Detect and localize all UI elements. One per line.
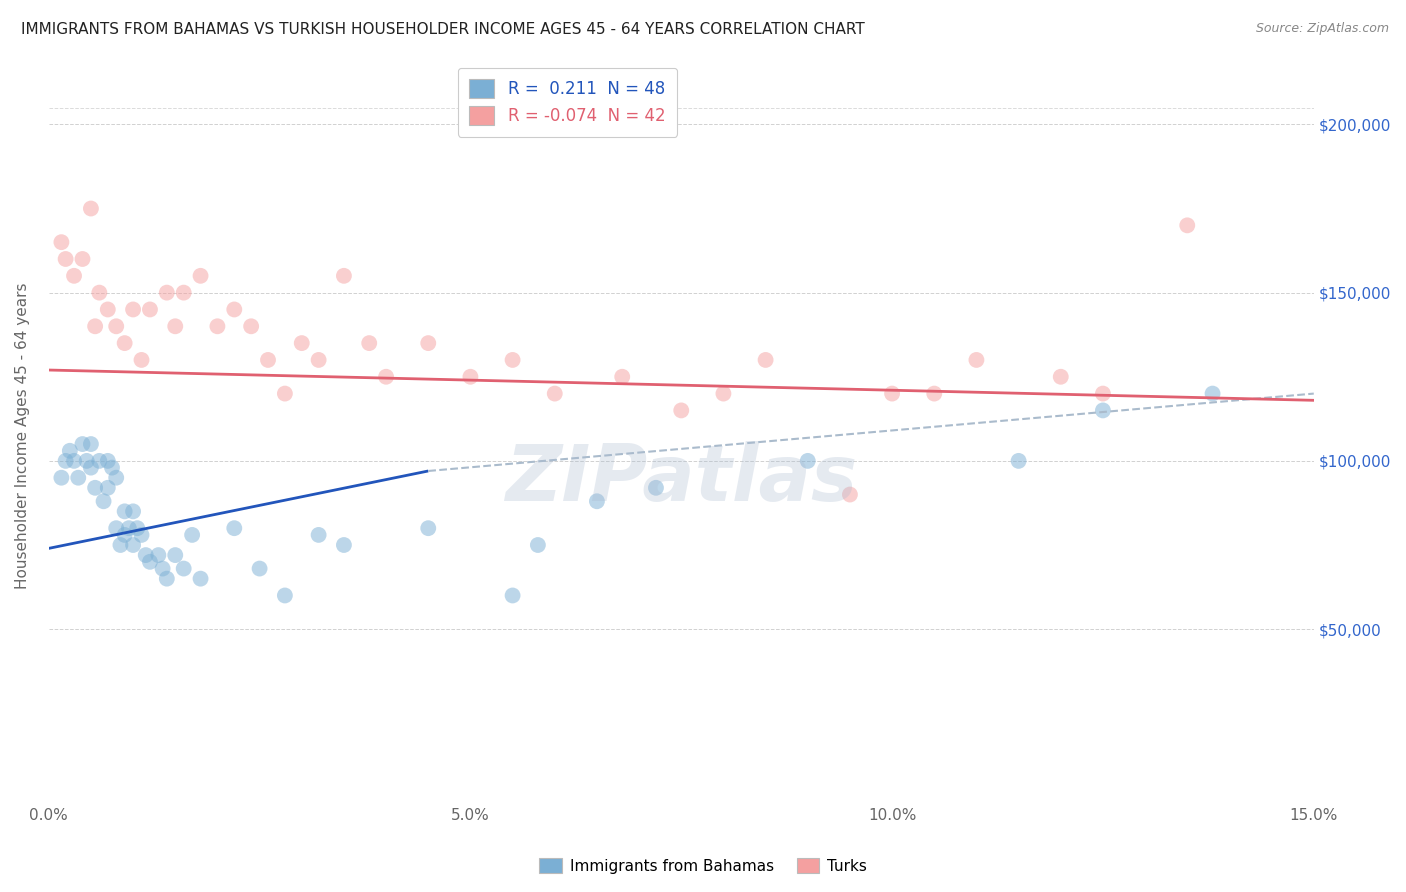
Point	[291, 336, 314, 351]
Point	[645, 481, 668, 495]
Point	[1091, 386, 1114, 401]
Y-axis label: Householder Income Ages 45 - 64 years: Householder Income Ages 45 - 64 years	[15, 283, 30, 589]
Point	[156, 285, 179, 300]
Point	[240, 319, 263, 334]
Point	[84, 481, 107, 495]
Point	[502, 589, 524, 603]
Point	[67, 471, 90, 485]
Point	[224, 521, 246, 535]
Point	[671, 403, 693, 417]
Legend: Immigrants from Bahamas, Turks: Immigrants from Bahamas, Turks	[533, 852, 873, 880]
Point	[63, 454, 86, 468]
Point	[152, 561, 174, 575]
Point	[131, 528, 153, 542]
Point	[922, 386, 945, 401]
Point	[97, 481, 120, 495]
Point	[308, 528, 330, 542]
Point	[257, 353, 280, 368]
Point	[72, 252, 94, 266]
Point	[139, 302, 162, 317]
Point	[797, 454, 820, 468]
Point	[1091, 403, 1114, 417]
Point	[118, 521, 141, 535]
Point	[190, 572, 212, 586]
Point	[249, 561, 271, 575]
Point	[544, 386, 567, 401]
Point	[63, 268, 86, 283]
Point	[359, 336, 381, 351]
Point	[105, 521, 128, 535]
Point	[156, 572, 179, 586]
Point	[181, 528, 204, 542]
Point	[101, 460, 124, 475]
Point	[224, 302, 246, 317]
Point	[173, 561, 195, 575]
Text: IMMIGRANTS FROM BAHAMAS VS TURKISH HOUSEHOLDER INCOME AGES 45 - 64 YEARS CORRELA: IMMIGRANTS FROM BAHAMAS VS TURKISH HOUSE…	[21, 22, 865, 37]
Point	[55, 252, 77, 266]
Point	[880, 386, 903, 401]
Point	[127, 521, 149, 535]
Point	[97, 302, 120, 317]
Point	[1175, 219, 1198, 233]
Point	[80, 202, 103, 216]
Point	[755, 353, 778, 368]
Point	[173, 285, 195, 300]
Point	[207, 319, 229, 334]
Point	[274, 589, 297, 603]
Point	[51, 471, 73, 485]
Point	[965, 353, 987, 368]
Point	[80, 460, 103, 475]
Point	[1049, 369, 1071, 384]
Text: Source: ZipAtlas.com: Source: ZipAtlas.com	[1256, 22, 1389, 36]
Point	[110, 538, 132, 552]
Point	[502, 353, 524, 368]
Point	[89, 285, 111, 300]
Point	[84, 319, 107, 334]
Text: ZIPatlas: ZIPatlas	[505, 441, 858, 517]
Point	[274, 386, 297, 401]
Point	[460, 369, 482, 384]
Point	[527, 538, 550, 552]
Point	[114, 336, 136, 351]
Point	[375, 369, 398, 384]
Point	[148, 548, 170, 562]
Point	[51, 235, 73, 249]
Point	[418, 336, 440, 351]
Point	[190, 268, 212, 283]
Point	[122, 538, 145, 552]
Point	[333, 268, 356, 283]
Point	[135, 548, 157, 562]
Point	[105, 319, 128, 334]
Point	[838, 487, 860, 501]
Point	[165, 319, 187, 334]
Point	[114, 528, 136, 542]
Point	[97, 454, 120, 468]
Point	[139, 555, 162, 569]
Point	[76, 454, 98, 468]
Point	[122, 504, 145, 518]
Point	[165, 548, 187, 562]
Legend: R =  0.211  N = 48, R = -0.074  N = 42: R = 0.211 N = 48, R = -0.074 N = 42	[458, 68, 678, 136]
Point	[612, 369, 634, 384]
Point	[93, 494, 115, 508]
Point	[55, 454, 77, 468]
Point	[308, 353, 330, 368]
Point	[59, 443, 82, 458]
Point	[1201, 386, 1223, 401]
Point	[586, 494, 609, 508]
Point	[80, 437, 103, 451]
Point	[72, 437, 94, 451]
Point	[333, 538, 356, 552]
Point	[1007, 454, 1029, 468]
Point	[418, 521, 440, 535]
Point	[713, 386, 735, 401]
Point	[114, 504, 136, 518]
Point	[122, 302, 145, 317]
Point	[105, 471, 128, 485]
Point	[89, 454, 111, 468]
Point	[131, 353, 153, 368]
